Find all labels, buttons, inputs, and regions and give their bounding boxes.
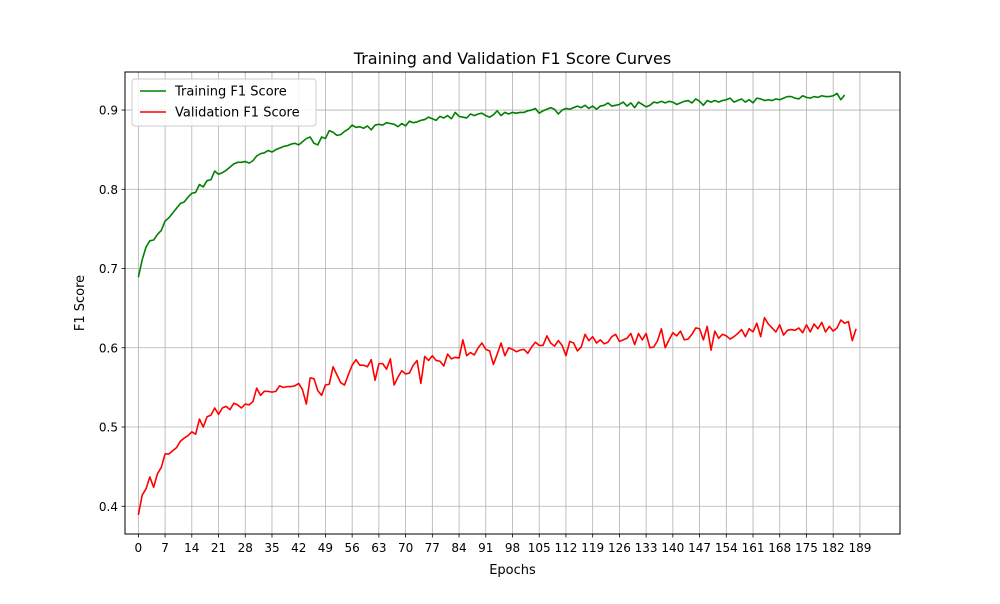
x-tick-label: 35 <box>264 541 279 555</box>
x-tick-label: 189 <box>848 541 871 555</box>
x-tick-label: 63 <box>371 541 386 555</box>
grid-lines <box>125 72 900 534</box>
x-tick-label: 98 <box>505 541 520 555</box>
x-axis: 0 7 14 21 28 35 42 49 56 63 70 77 84 91 98 105 112 119 126… <box>135 534 871 555</box>
x-tick-label: 7 <box>161 541 169 555</box>
x-tick-label: 28 <box>238 541 253 555</box>
series-line-2 <box>137 316 857 516</box>
series-layer <box>137 92 857 516</box>
x-axis-label: Epochs <box>489 563 536 578</box>
legend: Training F1 Score Validation F1 Score <box>131 78 317 127</box>
x-tick-label: 21 <box>211 541 226 555</box>
y-tick-label: 0.8 <box>99 183 118 197</box>
x-tick-label: 105 <box>528 541 551 555</box>
x-tick-label: 182 <box>822 541 845 555</box>
x-tick-label: 112 <box>554 541 577 555</box>
x-tick-label: 119 <box>581 541 604 555</box>
chart-title: Training and Validation F1 Score Curves <box>353 49 671 68</box>
x-tick-label: 77 <box>425 541 440 555</box>
x-tick-label: 56 <box>345 541 360 555</box>
x-tick-label: 84 <box>451 541 466 555</box>
legend-label: Training F1 Score <box>174 85 287 100</box>
x-tick-label: 140 <box>661 541 684 555</box>
x-tick-label: 70 <box>398 541 413 555</box>
x-tick-label: 168 <box>768 541 791 555</box>
x-tick-label: 154 <box>715 541 738 555</box>
y-axis-label: F1 Score <box>73 275 88 331</box>
legend-box <box>131 78 317 127</box>
legend-label: Validation F1 Score <box>175 106 300 121</box>
x-tick-label: 49 <box>318 541 333 555</box>
x-tick-label: 126 <box>608 541 631 555</box>
x-tick-label: 0 <box>135 541 143 555</box>
y-tick-label: 0.5 <box>99 421 118 435</box>
x-tick-label: 147 <box>688 541 711 555</box>
series-line-1 <box>137 92 846 278</box>
y-tick-label: 0.6 <box>99 341 118 355</box>
x-tick-label: 91 <box>478 541 493 555</box>
y-tick-label: 0.7 <box>99 262 118 276</box>
x-tick-label: 14 <box>184 541 199 555</box>
x-tick-label: 175 <box>795 541 818 555</box>
y-axis: 0.4 0.5 0.6 0.7 0.8 0.9 <box>99 104 125 514</box>
y-tick-label: 0.4 <box>99 500 118 514</box>
y-tick-label: 0.9 <box>99 104 118 118</box>
x-tick-label: 133 <box>635 541 658 555</box>
x-tick-label: 42 <box>291 541 306 555</box>
x-tick-label: 161 <box>742 541 765 555</box>
